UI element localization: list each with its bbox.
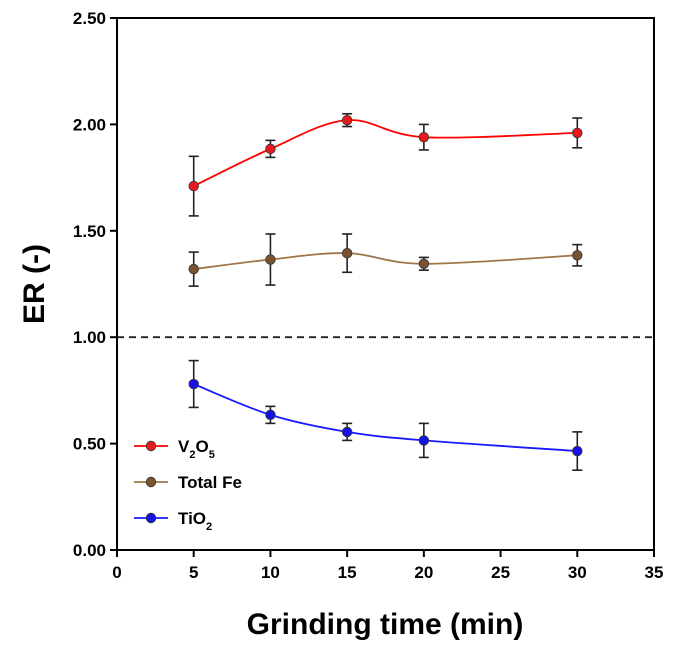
data-point-total-fe [265,254,276,265]
y-tick-label: 0.00 [73,541,106,560]
data-point-tio2 [418,435,430,446]
x-tick-label: 15 [338,563,357,582]
data-point-v2o5 [265,143,276,155]
data-point-tio2 [265,409,276,421]
data-point-v2o5 [418,131,430,143]
y-axis-title: ER (-) [18,244,51,324]
ticks-layer: 0 5 10 15 20 25 30 35 0.00 0.50 1.00 1.50 2.00 2.50 [73,9,664,582]
legend-label-tio2: TiO2 [178,509,212,533]
data-point-total-fe [188,263,199,275]
data-point-v2o5 [188,180,199,192]
legend-marker-total-fe [145,476,157,488]
plot-frame [116,17,655,551]
x-tick-label: 20 [414,563,433,582]
y-tick-label: 1.00 [73,328,106,347]
x-tick-label: 35 [645,563,664,582]
series-line-total-fe [193,252,578,270]
legend: V2O5 Total Fe TiO2 [134,437,242,533]
x-tick-label: 25 [491,563,510,582]
data-point-v2o5 [572,127,583,139]
series-line-v2o5 [193,119,578,187]
data-point-tio2 [341,426,353,438]
data-point-total-fe [572,250,583,261]
data-point-v2o5 [341,114,353,126]
legend-marker-v2o5 [145,440,157,452]
x-tick-label: 30 [568,563,587,582]
legend-label-total-fe: Total Fe [178,473,242,492]
x-tick-label: 5 [189,563,198,582]
x-tick-label: 0 [112,563,121,582]
y-tick-label: 0.50 [73,435,106,454]
data-point-total-fe [418,258,430,269]
plot-layer [117,112,654,472]
legend-label-v2o5: V2O5 [178,437,215,461]
legend-marker-tio2 [145,512,157,524]
x-tick-label: 10 [261,563,280,582]
y-tick-label: 1.50 [73,222,106,241]
y-tick-label: 2.00 [73,115,106,134]
series-line-tio2 [193,383,578,452]
x-axis-title: Grinding time (min) [247,608,524,641]
data-point-total-fe [341,247,353,259]
data-point-tio2 [188,378,199,390]
data-point-tio2 [572,445,583,457]
y-tick-label: 2.50 [73,9,106,28]
